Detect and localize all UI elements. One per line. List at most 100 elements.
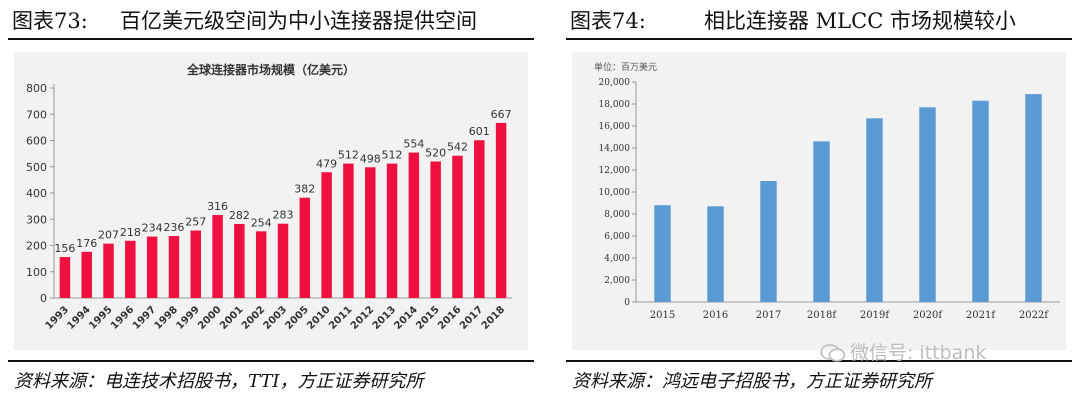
data-label: 520 [425, 147, 446, 160]
bar [1025, 94, 1042, 302]
x-tick-label: 2001 [218, 304, 245, 331]
bar [919, 107, 936, 302]
watermark-text: 微信号: ittbank [850, 342, 987, 364]
figure-73-bottom-rule [8, 360, 534, 362]
y-tick-label: 0 [624, 298, 630, 308]
figure-74-header: 图表74: 相比连接器 MLCC 市场规模较小 [566, 6, 1072, 36]
bar [474, 140, 485, 298]
data-label: 512 [382, 149, 403, 162]
figure-74-bottom-rule [566, 360, 1072, 362]
data-label: 316 [207, 200, 228, 213]
x-tick-label: 1996 [109, 304, 136, 331]
y-tick-label: 500 [26, 161, 47, 174]
y-tick-label: 600 [26, 135, 47, 148]
data-label: 283 [273, 209, 294, 222]
y-tick-label: 14,000 [599, 144, 631, 154]
x-tick-label: 2020f [913, 310, 943, 321]
bar [408, 152, 420, 298]
x-tick-label: 1999 [174, 304, 201, 331]
connector-market-chart-svg: 全球连接器市场规模（亿美元） 0 100 200 300 400 500 600 700 800 1… [26, 62, 512, 332]
y-tick-label: 100 [26, 266, 47, 279]
x-tick-label: 2017 [458, 304, 485, 331]
bar [813, 141, 830, 302]
data-label: 234 [142, 222, 163, 235]
bar [299, 197, 311, 298]
figure-73-panel: 图表73: 百亿美元级空间为中小连接器提供空间 全球连接器市场规模（亿美元） 0 1… [8, 0, 534, 400]
bar [654, 205, 671, 302]
bar [972, 100, 989, 302]
bar [81, 251, 92, 298]
data-label: 512 [338, 149, 359, 162]
x-tick-label: 2011 [327, 304, 354, 331]
unit-label: 单位：百万美元 [594, 61, 657, 73]
bar [386, 163, 398, 298]
data-label: 601 [469, 125, 490, 138]
figure-74-title: 相比连接器 MLCC 市场规模较小 [704, 9, 1016, 33]
mlcc-market-chart: 单位：百万美元 0 2,000 4,000 6,000 8,000 10,000 12,000… [572, 52, 1066, 350]
data-label: 282 [229, 209, 250, 222]
figure-74-source: 资料来源：鸿远电子招股书，方正证券研究所 [572, 371, 932, 392]
bar [343, 163, 354, 298]
chart-title: 全球连接器市场规模（亿美元） [186, 62, 355, 77]
figure-74-panel: 图表74: 相比连接器 MLCC 市场规模较小 单位：百万美元 0 2,000 4,0… [566, 0, 1072, 400]
x-tick-label: 2017 [756, 310, 781, 321]
y-tick-label: 300 [26, 213, 47, 226]
y-tick-label: 10,000 [599, 188, 631, 198]
data-label: 667 [491, 108, 512, 121]
bar [760, 181, 777, 302]
y-tick-label: 0 [40, 292, 47, 305]
bar [190, 230, 201, 298]
y-tick-label: 700 [26, 108, 47, 121]
x-tick-label: 2010 [305, 304, 332, 331]
y-tick-label: 4,000 [604, 254, 630, 264]
wechat-watermark: 微信号: ittbank [820, 338, 986, 365]
x-tick-label: 2021f [966, 310, 996, 321]
y-tick-label: 200 [26, 240, 47, 253]
bar [452, 155, 463, 298]
x-tick-label: 2015 [650, 310, 675, 321]
x-tick-label: 2012 [349, 304, 376, 331]
data-label: 479 [316, 157, 337, 170]
figure-73-number: 图表73: [12, 9, 88, 33]
y-tick-label: 8,000 [604, 210, 630, 220]
figure-73-source: 资料来源：电连技术招股书，TTI，方正证券研究所 [14, 371, 424, 392]
y-tick-label: 18,000 [599, 100, 631, 110]
bar [430, 161, 441, 298]
x-tick-label: 2015 [414, 304, 441, 331]
x-tick-label: 2019f [860, 310, 890, 321]
bar [277, 223, 289, 298]
bar [707, 206, 724, 302]
data-label: 498 [360, 152, 381, 165]
bar [365, 167, 376, 298]
x-tick-label: 2000 [196, 304, 223, 331]
x-tick-label: 2018f [807, 310, 837, 321]
bar [234, 223, 245, 298]
y-tick-label: 20,000 [599, 78, 631, 88]
x-tick-label: 2003 [262, 304, 289, 331]
x-tick-label: 1995 [87, 304, 114, 331]
y-tick-label: 400 [26, 187, 47, 200]
x-tick-label: 2014 [393, 304, 420, 331]
x-tick-label: 2016 [703, 310, 728, 321]
figure-73-header: 图表73: 百亿美元级空间为中小连接器提供空间 [8, 6, 534, 36]
bar [103, 243, 114, 298]
mlcc-market-chart-svg: 单位：百万美元 0 2,000 4,000 6,000 8,000 10,000 12,000… [594, 61, 1060, 321]
y-tick-label: 16,000 [599, 122, 631, 132]
bar [59, 257, 71, 298]
data-label: 257 [185, 216, 206, 229]
connector-market-chart: 全球连接器市场规模（亿美元） 0 100 200 300 400 500 600 700 800 1… [14, 52, 528, 350]
data-label: 236 [163, 221, 184, 234]
x-tick-label: 1993 [44, 304, 71, 331]
bar [125, 240, 136, 298]
y-tick-label: 2,000 [604, 276, 630, 286]
bar [255, 231, 267, 298]
x-tick-label: 2013 [371, 304, 398, 331]
data-label: 156 [54, 242, 75, 255]
x-tick-label: 1994 [65, 304, 92, 331]
x-tick-label: 2005 [283, 304, 310, 331]
data-label: 382 [294, 183, 315, 196]
y-tick-label: 800 [26, 82, 47, 95]
data-label: 554 [403, 138, 424, 151]
x-tick-label: 2022f [1019, 310, 1049, 321]
x-tick-label: 2002 [240, 304, 267, 331]
